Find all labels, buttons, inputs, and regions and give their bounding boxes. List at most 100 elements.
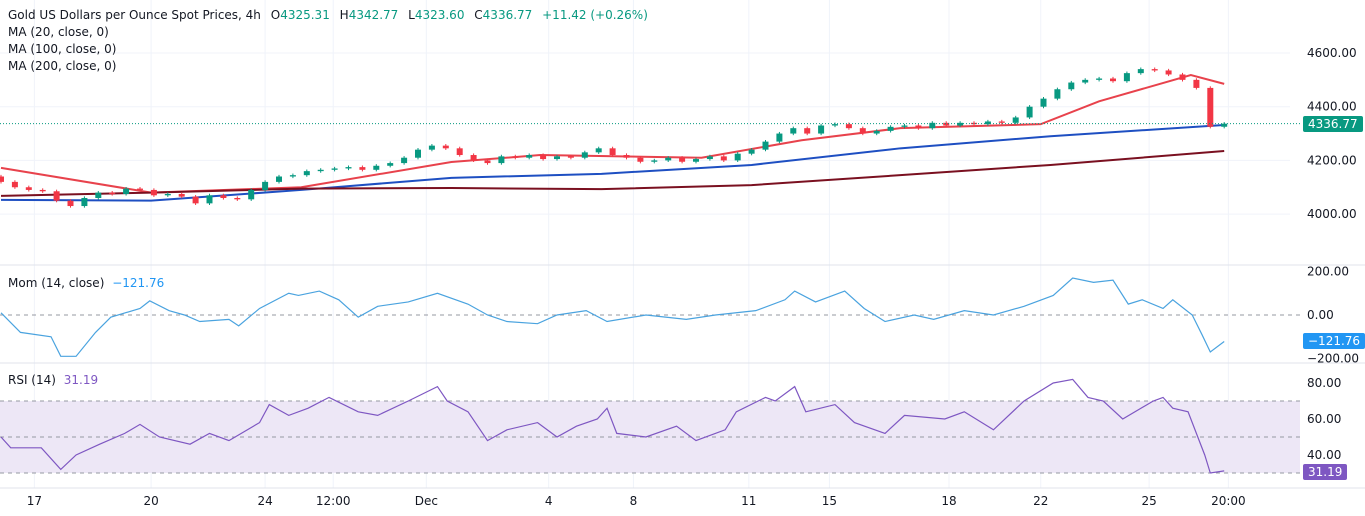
time-tick-label: 17 [27,494,42,508]
candle-down [220,195,227,198]
candle-up [595,148,602,153]
candle-down [1207,87,1214,127]
close-label: C [474,8,483,22]
candle-up [790,128,797,134]
candle-down [109,192,116,194]
candle-down [137,188,143,190]
candle-up [734,153,741,161]
candle-up [554,156,560,160]
candle-up [415,149,421,158]
rsi-value: 31.19 [63,373,99,387]
candle-down [512,156,519,158]
candle-up [665,157,672,161]
candle-up [428,145,435,150]
candle-down [470,155,477,161]
candle-up [498,156,505,164]
candle-up [1082,79,1089,83]
symbol-legend: Gold US Dollars per Ounce Spot Prices, 4… [8,7,648,24]
candle-up [873,130,880,134]
candle-down [720,156,727,161]
time-tick-label: 25 [1141,494,1156,508]
time-tick-label: 11 [741,494,756,508]
candle-down [456,148,463,156]
candle-up [901,125,908,127]
candle-up [1026,106,1033,118]
time-tick-label: 12:00 [316,494,351,508]
candle-up [331,168,338,170]
price-tick-label: 4400.00 [1307,100,1357,114]
time-tick-label: 15 [822,494,837,508]
candle-up [1068,82,1075,90]
candle-down [150,189,157,196]
candle-up [984,121,991,125]
candle-down [11,181,18,188]
rsi-line [0,378,1225,474]
candle-down [67,200,74,207]
mom-badge: −121.76 [1303,333,1365,349]
candle-up [373,165,380,170]
candle-down [679,157,686,162]
price-tick-label: 4000.00 [1307,207,1357,221]
low-label: L [408,8,415,22]
candle-down [567,156,574,158]
mom-label: Mom (14, close) [8,276,105,290]
candle-up [526,155,533,158]
mom-tick-label: 200.00 [1307,265,1349,279]
candle-up [1137,69,1144,74]
candle-down [540,155,547,160]
candle-up [762,141,769,150]
low-value: 4323.60 [414,8,465,22]
ma20-legend[interactable]: MA (20, close, 0) [8,25,109,39]
candle-down [804,128,811,134]
rsi-tick-label: 60.00 [1307,412,1341,426]
change-value: +11.42 (+0.26%) [542,8,648,22]
candle-down [0,176,4,182]
price-badge: 4336.77 [1303,116,1363,132]
price-tick-label: 4600.00 [1307,46,1357,60]
candle-down [623,155,630,158]
time-tick-label: 20 [143,494,158,508]
candle-down [943,122,950,126]
candle-up [206,195,213,204]
candle-up [832,124,838,126]
candle-up [164,193,171,196]
ma100-legend[interactable]: MA (100, close, 0) [8,42,117,56]
mom-legend[interactable]: Mom (14, close) −121.76 [8,275,164,292]
candle-down [1165,70,1172,75]
candle-up [929,122,936,129]
candle-up [651,160,658,162]
candle-down [53,191,60,201]
candle-up [345,167,352,169]
candle-up [776,133,783,142]
candle-up [887,126,894,131]
candle-down [484,160,491,164]
high-label: H [339,8,349,22]
open-value: 4325.31 [280,8,330,22]
open-label: O [270,8,281,22]
candle-down [25,187,32,190]
candle-up [706,156,713,160]
ma100-line [0,123,1225,202]
candle-down [442,145,449,149]
candle-up [401,157,408,164]
candle-down [845,124,852,129]
candle-up [95,192,102,198]
candle-down [998,121,1005,123]
candle-up [1123,73,1130,82]
ma200-legend[interactable]: MA (200, close, 0) [8,59,117,73]
candle-up [317,169,324,172]
candle-down [234,197,241,200]
candle-up [262,181,269,190]
candle-up [818,125,825,134]
mom-tick-label: −200.00 [1307,352,1359,366]
candle-up [276,176,282,182]
close-value: 4336.77 [482,8,533,22]
mom-value: −121.76 [112,276,165,290]
time-tick-label: 22 [1033,494,1048,508]
candle-up [1012,117,1019,123]
candle-up [1054,89,1061,99]
candle-down [859,128,866,134]
rsi-legend[interactable]: RSI (14) 31.19 [8,372,98,389]
time-tick-label: 24 [257,494,272,508]
